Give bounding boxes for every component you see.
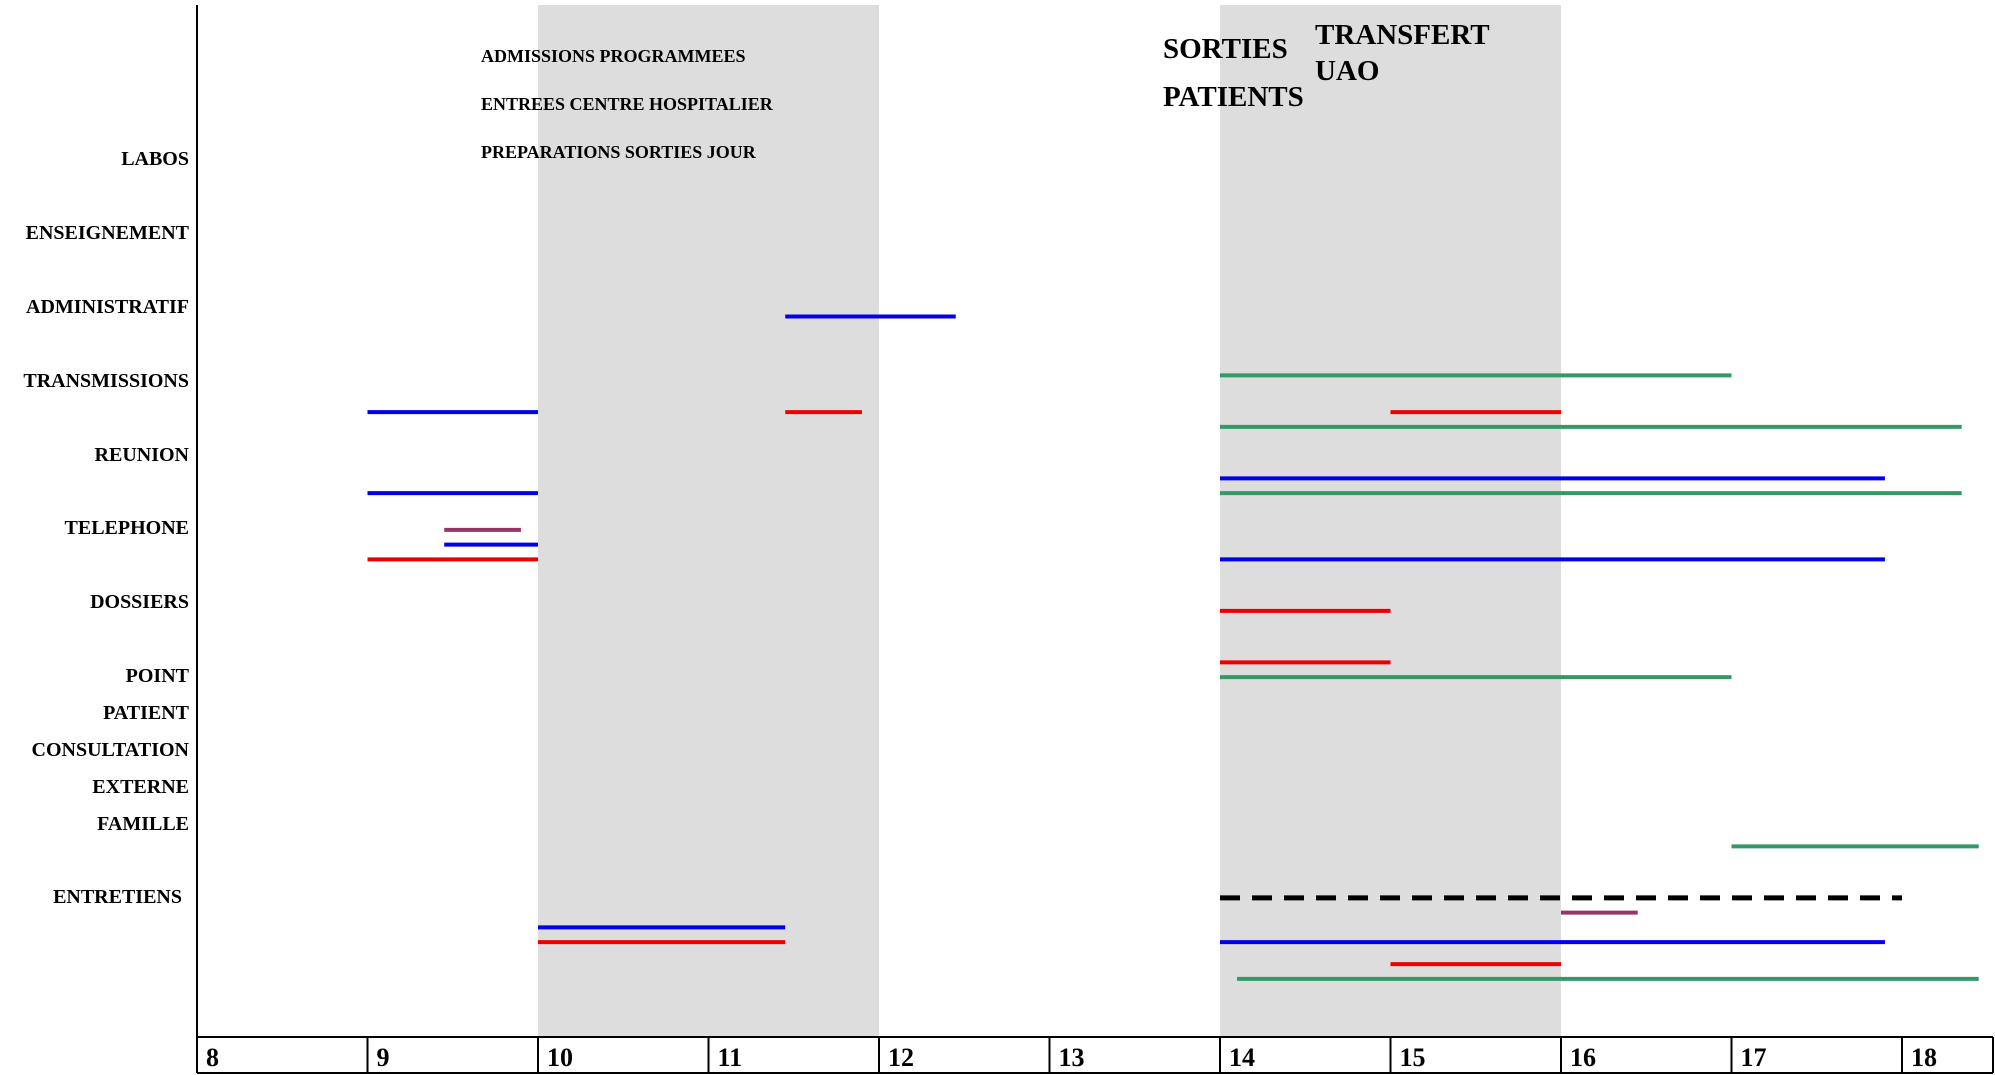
annotation-entrees: ENTREES CENTRE HOSPITALIER — [481, 94, 774, 114]
annotations: ADMISSIONS PROGRAMMEES ENTREES CENTRE HO… — [481, 19, 1490, 162]
category-label-dossiers: DOSSIERS — [90, 591, 189, 613]
category-label-enseignement: ENSEIGNEMENT — [26, 222, 190, 244]
annotation-sorties: SORTIES — [1163, 33, 1288, 65]
category-label-reunion: REUNION — [95, 444, 190, 466]
x-tick-label-10: 10 — [547, 1043, 573, 1072]
category-label-consultation: CONSULTATION — [32, 739, 190, 761]
category-label-point: POINT — [126, 665, 190, 687]
annotation-patients: PATIENTS — [1163, 81, 1304, 113]
x-tick-label-14: 14 — [1229, 1043, 1255, 1072]
x-tick-label-12: 12 — [888, 1043, 914, 1072]
category-label-transmissions: TRANSMISSIONS — [23, 370, 189, 392]
x-tick-label-16: 16 — [1570, 1043, 1596, 1072]
x-tick-label-11: 11 — [718, 1043, 743, 1072]
annotation-admissions: ADMISSIONS PROGRAMMEES — [481, 46, 746, 66]
annotation-transfert: TRANSFERT — [1315, 19, 1490, 51]
category-labels: LABOS ENSEIGNEMENT ADMINISTRATIF TRANSMISSI… — [23, 148, 189, 908]
shaded-period-1 — [1220, 5, 1561, 1037]
category-label-administratif: ADMINISTRATIF — [26, 296, 189, 318]
x-tick-label-9: 9 — [377, 1043, 390, 1072]
x-tick-label-17: 17 — [1741, 1043, 1767, 1072]
annotation-preparations: PREPARATIONS SORTIES JOUR — [481, 142, 757, 162]
x-tick-label-15: 15 — [1400, 1043, 1426, 1072]
x-tick-label-18: 18 — [1911, 1043, 1937, 1072]
x-tick-label-8: 8 — [206, 1043, 219, 1072]
category-label-patient: PATIENT — [103, 702, 190, 724]
category-label-labos: LABOS — [121, 148, 189, 170]
shaded-periods — [538, 5, 1561, 1037]
axis: 8 9 10 11 12 13 14 15 16 17 18 — [196, 5, 1994, 1074]
category-label-entretiens: ENTRETIENS — [53, 886, 182, 908]
x-tick-label-13: 13 — [1059, 1043, 1085, 1072]
activity-segments — [367, 314, 1979, 981]
shaded-period-0 — [538, 5, 879, 1037]
category-label-externe: EXTERNE — [92, 776, 189, 798]
category-label-famille: FAMILLE — [97, 813, 189, 835]
annotation-uao: UAO — [1315, 55, 1379, 87]
category-label-telephone: TELEPHONE — [65, 517, 189, 539]
